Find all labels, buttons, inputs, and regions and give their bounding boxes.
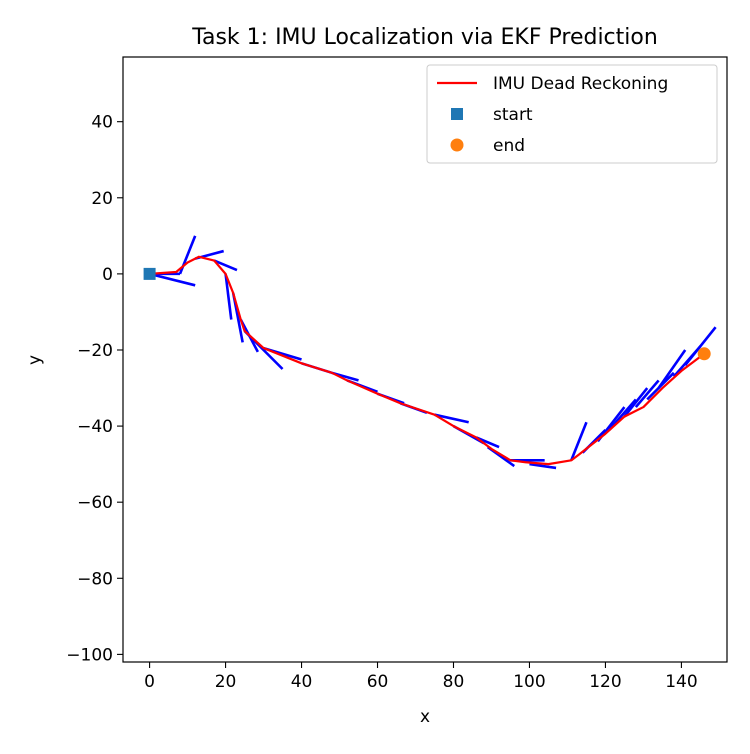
heading-segment [684,326,717,367]
y-tick-label: −60 [77,493,113,513]
x-tick-label: 60 [367,672,389,692]
end-marker [697,347,711,361]
x-tick-label: 40 [291,672,313,692]
chart-title: Task 1: IMU Localization via EKF Predict… [191,25,658,50]
series-line-imu-dead-reckoning [149,255,705,466]
legend-label: start [493,105,533,125]
heading-segment [657,349,687,389]
heading-segment [434,413,469,424]
y-tick-label: −100 [66,645,113,665]
y-tick-label: 40 [91,113,113,133]
legend-label: IMU Dead Reckoning [493,74,668,94]
legend: IMU Dead Reckoning start end [426,64,718,164]
y-tick-label: −80 [77,569,113,589]
heading-segment [149,272,196,287]
y-tick-label: 20 [91,189,113,209]
legend-swatch-circle [450,138,464,152]
legend-box [426,64,718,164]
heading-segment [570,421,588,461]
x-tick-label: 20 [215,672,237,692]
x-axis-label: x [420,707,430,727]
heading-segment [529,462,557,470]
y-tick-label: 0 [102,265,113,285]
heading-segment [634,379,660,408]
y-axis-label: y [25,355,45,365]
heading-segment [224,273,233,320]
plot-frame [122,56,728,663]
start-marker [143,267,156,280]
x-tick-label: 100 [513,672,545,692]
legend-label: end [493,136,525,156]
x-tick-label: 140 [665,672,697,692]
y-tick-label: −40 [77,417,113,437]
x-tick-label: 80 [443,672,465,692]
y-tick-label: −20 [77,341,113,361]
x-tick-label: 120 [589,672,621,692]
heading-segment [213,259,238,272]
legend-swatch-square [451,108,463,120]
heading-segment [623,387,649,418]
x-tick-label: 0 [144,672,155,692]
